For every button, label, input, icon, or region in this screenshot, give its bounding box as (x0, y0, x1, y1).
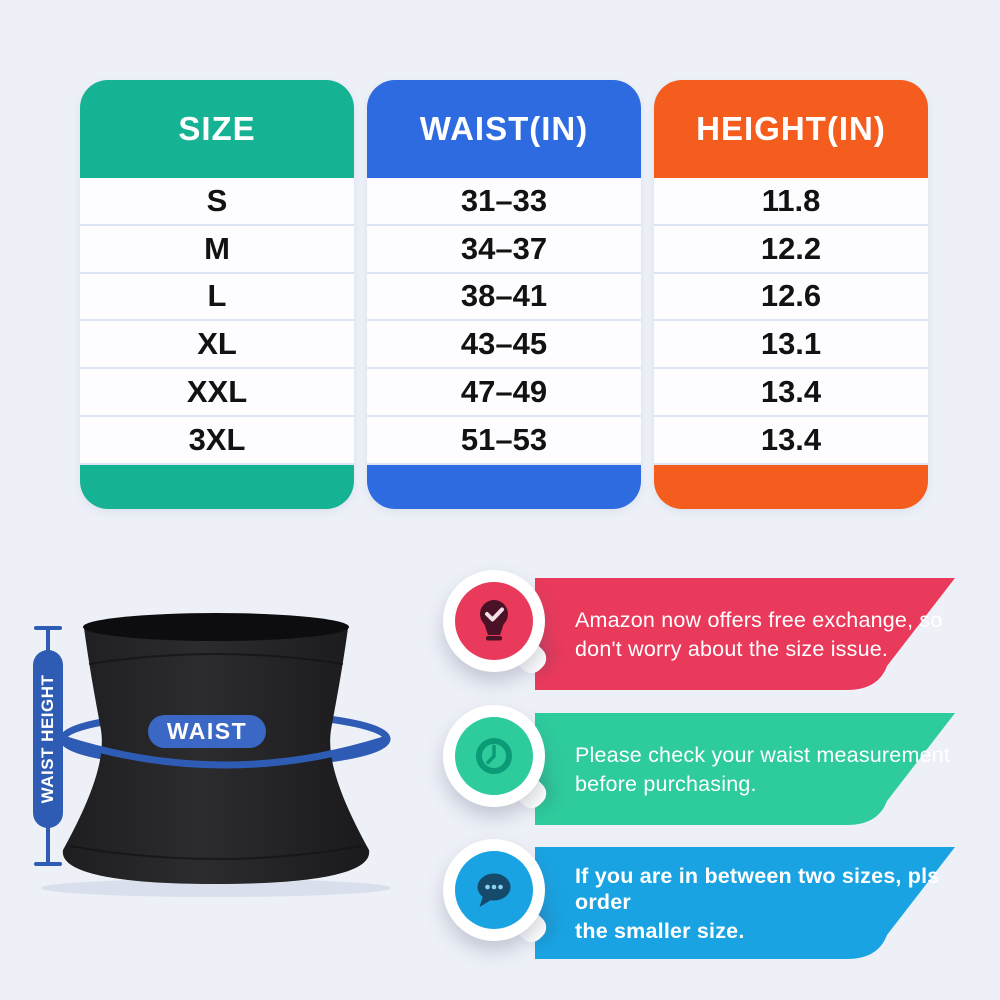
waist-height-label-pill: WAIST HEIGHT (33, 650, 63, 828)
note-line: before purchasing. (575, 771, 757, 796)
measurement-ellipse-front (59, 735, 391, 769)
cell-waist-row5: 51–53 (367, 416, 641, 465)
note-badge (443, 705, 552, 814)
waist-label: WAIST (166, 718, 248, 744)
note-check-measurement: Please check your waist measurement befo… (430, 705, 995, 855)
cell-waist-row3: 43–45 (367, 321, 641, 370)
height-column-body: 11.8 12.2 12.6 13.1 13.4 13.4 (654, 178, 928, 465)
height-column-footer (654, 464, 928, 509)
cell-height-row1: 12.2 (654, 225, 928, 274)
cell-size-row0: S (80, 178, 354, 226)
size-column: SIZE S M L XL XXL 3XL (80, 80, 354, 509)
trainer-stitch-top (88, 653, 344, 665)
note-badge (443, 570, 552, 679)
blue-ribbon (535, 847, 955, 959)
waist-label-pill: WAIST (148, 715, 266, 748)
green-ribbon (535, 713, 955, 825)
cell-waist-row2: 38–41 (367, 273, 641, 322)
clock-icon (455, 717, 533, 795)
cell-waist-row1: 34–37 (367, 225, 641, 274)
note-line: the smaller size. (575, 918, 745, 943)
trainer-body (62, 617, 370, 884)
trainer-shadow (41, 879, 391, 897)
waist-column: WAIST(IN) 31–33 34–37 38–41 43–45 47–49 … (367, 80, 641, 509)
cell-size-row2: L (80, 273, 354, 322)
waist-column-footer (367, 464, 641, 509)
note-line: Please check your waist measurement (575, 742, 951, 767)
waist-height-ruler: WAIST HEIGHT (26, 626, 70, 866)
cell-waist-row4: 47–49 (367, 369, 641, 417)
trainer-top-opening (83, 613, 349, 641)
size-column-header: SIZE (80, 80, 354, 178)
cell-height-row4: 13.4 (654, 369, 928, 417)
size-column-footer (80, 464, 354, 509)
cell-size-row3: XL (80, 321, 354, 370)
cell-height-row0: 11.8 (654, 178, 928, 226)
note-free-exchange: Amazon now offers free exchange, so don'… (430, 570, 995, 720)
note-between-sizes: If you are in between two sizes, pls ord… (430, 839, 995, 989)
note-line: If you are in between two sizes, pls ord… (575, 863, 940, 914)
cell-size-row4: XXL (80, 369, 354, 417)
waist-trainer-graphic (41, 613, 391, 897)
waist-column-header: WAIST(IN) (367, 80, 641, 178)
note-text: Amazon now offers free exchange, so don'… (575, 578, 980, 690)
note-text: If you are in between two sizes, pls ord… (575, 847, 980, 959)
lightbulb-check-icon (455, 582, 533, 660)
waist-trainer-illustration: WAIST WAIST HEIGHT (0, 560, 440, 920)
waist-height-label: WAIST HEIGHT (38, 674, 57, 804)
note-text: Please check your waist measurement befo… (575, 713, 980, 825)
cell-height-row5: 13.4 (654, 416, 928, 465)
note-line: Amazon now offers free exchange, so (575, 607, 943, 632)
red-ribbon (535, 578, 955, 690)
height-column: HEIGHT(IN) 11.8 12.2 12.6 13.1 13.4 13.4 (654, 80, 928, 509)
waist-column-body: 31–33 34–37 38–41 43–45 47–49 51–53 (367, 178, 641, 465)
cell-size-row5: 3XL (80, 416, 354, 465)
chat-dots-icon (455, 851, 533, 929)
ruler-bottom-cap (34, 862, 62, 866)
trainer-stitch-bottom (69, 845, 363, 860)
size-column-body: S M L XL XXL 3XL (80, 178, 354, 465)
note-line: don't worry about the size issue. (575, 636, 889, 661)
cell-size-row1: M (80, 225, 354, 274)
cell-height-row3: 13.1 (654, 321, 928, 370)
note-badge (443, 839, 552, 948)
height-column-header: HEIGHT(IN) (654, 80, 928, 178)
cell-height-row2: 12.6 (654, 273, 928, 322)
cell-waist-row0: 31–33 (367, 178, 641, 226)
